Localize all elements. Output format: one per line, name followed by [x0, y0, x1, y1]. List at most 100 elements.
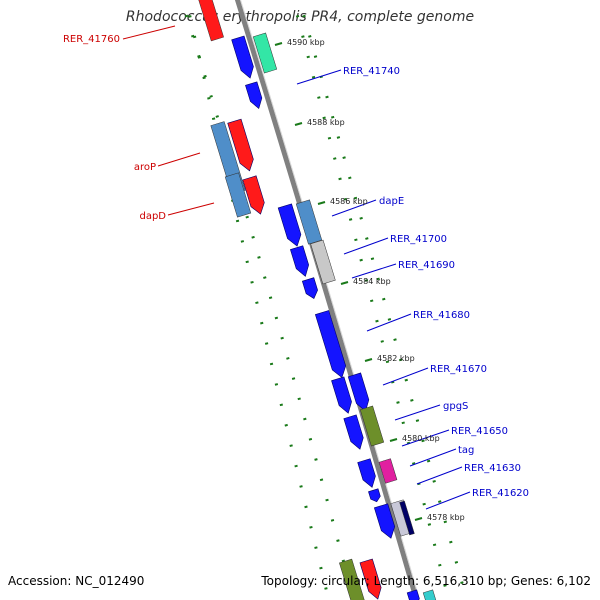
gene-label-rer-41620[interactable]: RER_41620 [472, 488, 529, 499]
gene-box-icon [378, 458, 398, 484]
leader-right-4 [351, 263, 397, 279]
label-leaders [122, 25, 471, 510]
kbp-tick-7 [414, 517, 423, 521]
dotted-guide-4 [297, 0, 469, 600]
kbp-label-4582: 4582 kbp [377, 354, 415, 363]
gene-rer-41620-edge [399, 500, 415, 536]
gene-label-rer-41630[interactable]: RER_41630 [464, 463, 521, 474]
kbp-tick-6 [389, 438, 398, 442]
gene-arrow-icon [357, 458, 376, 488]
kbp-tick-1 [274, 42, 283, 46]
gene-rer-41680 [314, 310, 347, 379]
gene-dapd [242, 175, 265, 215]
dotted-guides [179, 0, 469, 600]
gene-label-tag[interactable]: tag [458, 445, 474, 456]
leader-right-1 [296, 69, 342, 85]
gene-rer-41670-b [331, 376, 352, 414]
kbp-tick-5 [364, 358, 373, 362]
leader-right-6 [382, 367, 429, 386]
accession-label: Accession: NC_012490 [8, 574, 145, 588]
kbp-label-4590: 4590 kbp [287, 38, 325, 47]
gene-arrow-icon [373, 503, 396, 539]
leader-left-2 [157, 152, 201, 167]
leader-right-10 [416, 466, 463, 485]
gene-small-a [245, 81, 263, 109]
gene-label-rer-41700[interactable]: RER_41700 [390, 234, 447, 245]
gene-small-c [368, 488, 381, 503]
gene-arop-red [227, 118, 254, 172]
gene-box-icon [399, 500, 415, 536]
gene-label-rer-41680[interactable]: RER_41680 [413, 310, 470, 321]
gene-tag-box [378, 458, 398, 484]
gene-small-b [301, 277, 318, 300]
leader-right-5 [366, 313, 412, 332]
gene-dape-box [295, 199, 323, 245]
gene-box-icon [422, 589, 438, 600]
gene-rer-41700 [290, 245, 309, 277]
gene-arrow-icon [406, 589, 420, 600]
gene-rer-41650 [343, 414, 364, 450]
leader-right-3 [343, 237, 389, 255]
gene-gpgs [359, 405, 385, 447]
gene-arop-lower [224, 172, 252, 218]
gene-box-icon [224, 172, 252, 218]
gene-arrow-icon [231, 35, 254, 79]
kbp-tick-3 [317, 201, 326, 205]
gene-label-rer-41670[interactable]: RER_41670 [430, 364, 487, 375]
gene-box-icon [295, 199, 323, 245]
gene-box-icon [339, 558, 365, 600]
gene-label-dapd[interactable]: dapD [139, 211, 166, 222]
gene-label-rer-41760[interactable]: RER_41760 [63, 34, 120, 45]
gene-bottom-cyan [422, 589, 438, 600]
gene-arrow-icon [227, 118, 254, 172]
gene-box-icon [310, 239, 336, 285]
gene-arrow-icon [290, 245, 309, 277]
gene-label-rer-41690[interactable]: RER_41690 [398, 260, 455, 271]
gene-arrow-icon [314, 310, 347, 379]
gene-rer-41760 [198, 0, 224, 42]
kbp-tick-2 [294, 122, 303, 126]
gene-label-dape[interactable]: dapE [379, 196, 404, 207]
gene-arrow-icon [277, 203, 302, 247]
leader-right-11 [425, 491, 471, 510]
gene-dape [277, 203, 302, 247]
kbp-label-4580: 4580 kbp [402, 434, 440, 443]
gene-label-gpgs[interactable]: gpgS [443, 401, 468, 412]
gene-arrow-icon [331, 376, 352, 414]
gene-box-icon [198, 0, 224, 42]
kbp-label-4578: 4578 kbp [427, 513, 465, 522]
gene-label-arop[interactable]: aroP [134, 162, 156, 173]
leader-left-3 [167, 202, 215, 216]
gene-rer-41750 [231, 35, 254, 79]
kbp-ticks [274, 42, 423, 521]
gene-box-icon [252, 32, 278, 74]
dotted-guide-3 [291, 0, 451, 600]
gene-tag [357, 458, 376, 488]
kbp-tick-4 [340, 281, 349, 285]
gene-bottom-green [339, 558, 365, 600]
backbone-line [234, 0, 420, 600]
gene-arrow-icon [359, 558, 382, 600]
gene-label-rer-41650[interactable]: RER_41650 [451, 426, 508, 437]
gene-arrow-icon [242, 175, 265, 215]
gene-box-icon [359, 405, 385, 447]
leader-right-8 [401, 429, 450, 447]
gene-rer-41670 [347, 372, 370, 412]
gene-arrow-icon [343, 414, 364, 450]
gene-arrow-icon [245, 81, 263, 109]
gene-rer-41740-box [252, 32, 278, 74]
gene-bottom-red [359, 558, 382, 600]
gene-arrow-icon [368, 488, 381, 503]
gene-bottom-blue [406, 589, 420, 600]
gene-rer-41690 [310, 239, 336, 285]
kbp-label-4586: 4586 kbp [330, 197, 368, 206]
leader-right-9 [409, 448, 457, 467]
leader-right-2 [331, 199, 377, 217]
leader-right-7 [394, 404, 441, 421]
gene-features [198, 0, 438, 600]
gene-label-rer-41740[interactable]: RER_41740 [343, 66, 400, 77]
gene-rer-41630 [373, 503, 396, 539]
gene-arrow-icon [347, 372, 370, 412]
leader-left-1 [122, 25, 176, 40]
